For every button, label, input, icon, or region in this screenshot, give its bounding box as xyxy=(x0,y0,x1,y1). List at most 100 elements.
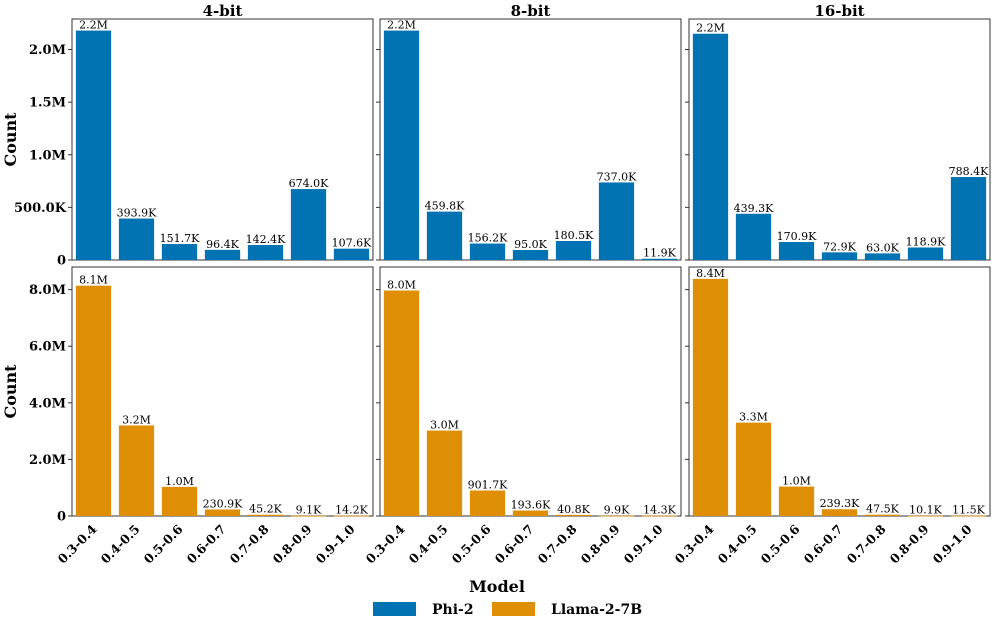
bar-0-4-0-5 xyxy=(426,430,463,516)
data-label: 14.3K xyxy=(643,504,676,517)
data-label: 8.0M xyxy=(387,278,416,291)
bar-0-4-0-5 xyxy=(426,211,463,260)
bar-0-6-0-7 xyxy=(821,509,858,516)
data-label: 45.2K xyxy=(249,503,282,516)
bar-0-6-0-7 xyxy=(512,250,549,260)
x-tick-label: 0.3-0.4 xyxy=(672,521,717,566)
bar-0-5-0-6 xyxy=(161,486,198,516)
bar-0-6-0-7 xyxy=(204,249,241,260)
y-axis-label: Count xyxy=(1,112,20,167)
x-tick-label: 0.4-0.5 xyxy=(98,522,143,567)
data-label: 8.1M xyxy=(79,274,108,287)
panel-frame xyxy=(688,18,991,261)
data-label: 1.0M xyxy=(782,475,811,488)
bar-0-6-0-7 xyxy=(512,510,549,516)
data-label: 142.4K xyxy=(246,233,286,246)
bar-0-5-0-6 xyxy=(778,242,815,260)
panel-frame xyxy=(379,18,682,261)
x-tick-label: 0.5-0.6 xyxy=(758,521,803,566)
data-label: 439.3K xyxy=(734,202,774,215)
x-tick-label: 0.6-0.7 xyxy=(492,522,537,567)
data-label: 674.0K xyxy=(289,177,329,190)
bar-0-9-1-0 xyxy=(333,515,370,517)
bar-0-3-0-4 xyxy=(75,285,112,516)
legend: Phi-2 Llama-2-7B xyxy=(373,602,642,618)
bar-0-3-0-4 xyxy=(75,30,112,261)
legend-swatch-phi-2 xyxy=(373,602,416,616)
bar-0-5-0-6 xyxy=(161,244,198,260)
x-tick-label: 0.6-0.7 xyxy=(801,522,846,567)
data-label: 2.2M xyxy=(387,19,416,32)
bar-0-6-0-7 xyxy=(204,509,241,516)
x-tick-label: 0.9-1.0 xyxy=(930,521,975,566)
bar-0-6-0-7 xyxy=(821,252,858,260)
panel-frame xyxy=(688,266,991,517)
data-label: 788.4K xyxy=(949,165,989,178)
bar-0-5-0-6 xyxy=(469,243,506,260)
data-label: 8.4M xyxy=(696,267,725,280)
x-tick-label: 0.8-0.9 xyxy=(270,522,315,567)
data-label: 14.2K xyxy=(335,504,368,517)
bar-0-9-1-0 xyxy=(950,177,987,260)
bar-0-4-0-5 xyxy=(118,218,155,260)
bar-0-4-0-5 xyxy=(735,422,772,516)
x-tick-label: 0.9-1.0 xyxy=(313,521,358,566)
panel-title: 4-bit xyxy=(203,2,243,20)
data-label: 239.3K xyxy=(820,497,860,510)
x-tick-label: 0.3-0.4 xyxy=(55,521,100,566)
data-label: 151.7K xyxy=(160,232,200,245)
y-tick-label: 2.0M xyxy=(29,453,66,468)
bar-0-9-1-0 xyxy=(641,258,678,260)
data-label: 156.2K xyxy=(468,232,508,245)
data-label: 47.5K xyxy=(866,503,899,516)
bar-0-8-0-9 xyxy=(290,189,327,260)
bar-0-7-0-8 xyxy=(247,514,284,516)
data-label: 118.9K xyxy=(906,235,946,248)
panel-frame xyxy=(379,266,682,517)
bar-0-3-0-4 xyxy=(692,278,729,516)
panel-llama-2-7b-4-bit: 0 2.0M 4.0M 6.0M 8.0M Count 8.1M 0.3-0.4 3.2M 0.4… xyxy=(1,266,374,567)
bar-0-5-0-6 xyxy=(469,490,506,516)
data-label: 10.1K xyxy=(909,504,942,517)
data-label: 11.9K xyxy=(643,247,676,260)
data-label: 170.9K xyxy=(777,230,817,243)
bar-0-3-0-4 xyxy=(383,30,420,261)
legend-swatch-llama-2-7b xyxy=(492,602,535,616)
bar-0-4-0-5 xyxy=(735,213,772,260)
x-tick-label: 0.5-0.6 xyxy=(449,521,494,566)
panel-phi-2-4-bit: 4-bit0500.0K1.0M1.5M2.0MCount2.2M393.9K1… xyxy=(1,2,374,269)
x-tick-label: 0.7-0.8 xyxy=(227,521,272,566)
legend-label-phi-2: Phi-2 xyxy=(432,602,474,618)
panel-phi-2-8-bit: 8-bit 2.2M 459.8K 156.2K 95.0K 180.5K 737.0K 11… xyxy=(376,2,682,261)
bar-0-8-0-9 xyxy=(290,515,327,517)
data-label: 107.6K xyxy=(332,237,372,250)
data-label: 40.8K xyxy=(557,503,590,516)
panel-frame xyxy=(71,18,374,261)
bar-0-8-0-9 xyxy=(598,515,635,517)
bar-0-7-0-8 xyxy=(247,245,284,260)
data-label: 2.2M xyxy=(696,22,725,35)
data-label: 95.0K xyxy=(514,238,547,251)
data-label: 96.4K xyxy=(206,238,239,251)
x-tick-label: 0.9-1.0 xyxy=(621,521,666,566)
x-tick-label: 0.7-0.8 xyxy=(535,521,580,566)
bar-0-5-0-6 xyxy=(778,486,815,516)
data-label: 459.8K xyxy=(425,200,465,213)
y-tick-label: 8.0M xyxy=(29,283,66,298)
bar-0-9-1-0 xyxy=(333,248,370,260)
data-label: 193.6K xyxy=(511,499,551,512)
x-tick-label: 0.8-0.9 xyxy=(887,522,932,567)
panel-phi-2-16-bit: 16-bit 2.2M 439.3K 170.9K 72.9K 63.0K 118.9K 78… xyxy=(685,2,991,261)
y-tick-label: 2.0M xyxy=(29,43,66,58)
x-tick-label: 0.4-0.5 xyxy=(406,522,451,567)
x-tick-label: 0.4-0.5 xyxy=(715,522,760,567)
y-axis-label: Count xyxy=(1,364,20,419)
data-label: 230.9K xyxy=(203,497,243,510)
data-label: 393.9K xyxy=(117,207,157,220)
panel-title: 16-bit xyxy=(814,2,864,20)
bar-0-7-0-8 xyxy=(864,253,901,260)
x-tick-label: 0.5-0.6 xyxy=(141,521,186,566)
bar-0-9-1-0 xyxy=(950,515,987,517)
y-tick-label: 1.0M xyxy=(29,148,66,163)
data-label: 3.2M xyxy=(122,413,151,426)
